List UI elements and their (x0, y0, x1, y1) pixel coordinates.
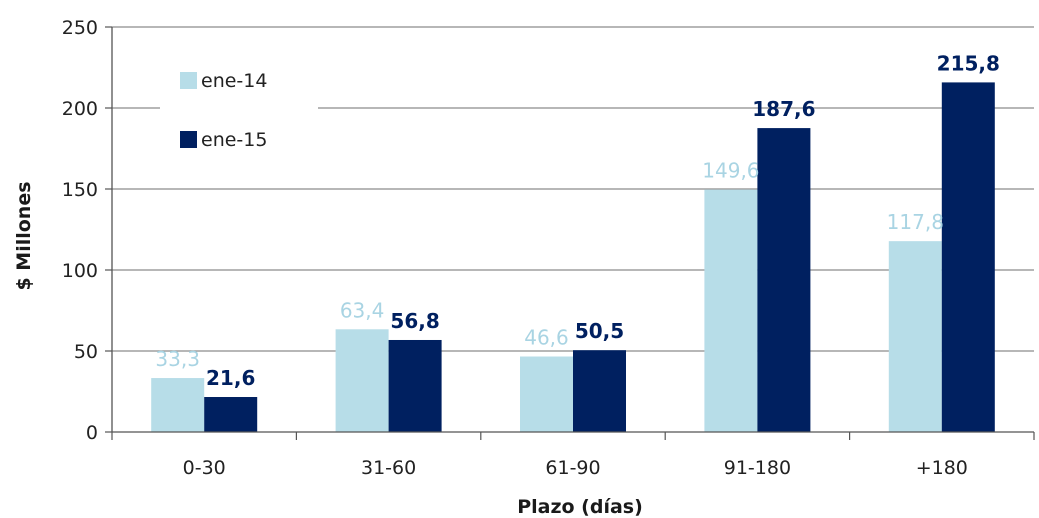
bar-ene-15-+180 (941, 82, 995, 433)
data-label: 63,4 (340, 298, 385, 322)
axes: 0 50 100 150 200 250 0-30 31-60 61-90 91-180 +180 (62, 17, 1035, 479)
legend-label: ene-14 (201, 70, 267, 92)
y-tick-label: 100 (62, 260, 98, 282)
bar-ene-14-31-60 (335, 329, 389, 432)
y-tick-label: 50 (74, 341, 98, 363)
legend-swatch (180, 72, 197, 89)
bar-ene-14-61-90 (520, 356, 573, 432)
x-tick-label: 91-180 (724, 457, 791, 479)
y-tick-label: 250 (62, 17, 98, 39)
y-tick-label: 0 (86, 422, 98, 444)
data-label: 149,6 (702, 159, 759, 183)
data-label: 46,6 (524, 326, 569, 350)
bar-ene-15-0-30 (204, 397, 258, 432)
bar-ene-14-0-30 (151, 378, 205, 432)
data-label: 33,3 (155, 347, 200, 371)
x-tick-label: +180 (916, 457, 968, 479)
legend-swatch (180, 131, 197, 148)
bar-ene-14-+180 (888, 241, 942, 432)
data-labels: 33,3 63,4 46,6 149,6 117,8 21,6 56,8 50,5 187,6 2… (155, 51, 999, 390)
x-tick-label: 31-60 (361, 457, 416, 479)
y-axis-title: $ Millones (13, 181, 35, 290)
data-label: 215,8 (937, 51, 1000, 75)
bar-ene-14-91-180 (704, 189, 758, 432)
y-tick-label: 150 (62, 179, 98, 201)
x-tick-label: 61-90 (545, 457, 600, 479)
legend: ene-14 ene-15 (160, 50, 318, 180)
bar-ene-15-91-180 (757, 128, 811, 432)
y-tick-label: 200 (62, 98, 98, 120)
x-axis-title: Plazo (días) (517, 496, 643, 518)
legend-label: ene-15 (201, 129, 267, 151)
data-label: 187,6 (752, 97, 815, 121)
bar-ene-15-61-90 (573, 350, 626, 432)
bar-ene-15-31-60 (388, 339, 442, 432)
data-label: 50,5 (575, 319, 624, 343)
data-label: 56,8 (390, 309, 439, 333)
legend-background (160, 50, 318, 180)
bars (151, 82, 995, 433)
data-label: 117,8 (887, 210, 944, 234)
x-tick-label: 0-30 (183, 457, 226, 479)
data-label: 21,6 (206, 366, 255, 390)
